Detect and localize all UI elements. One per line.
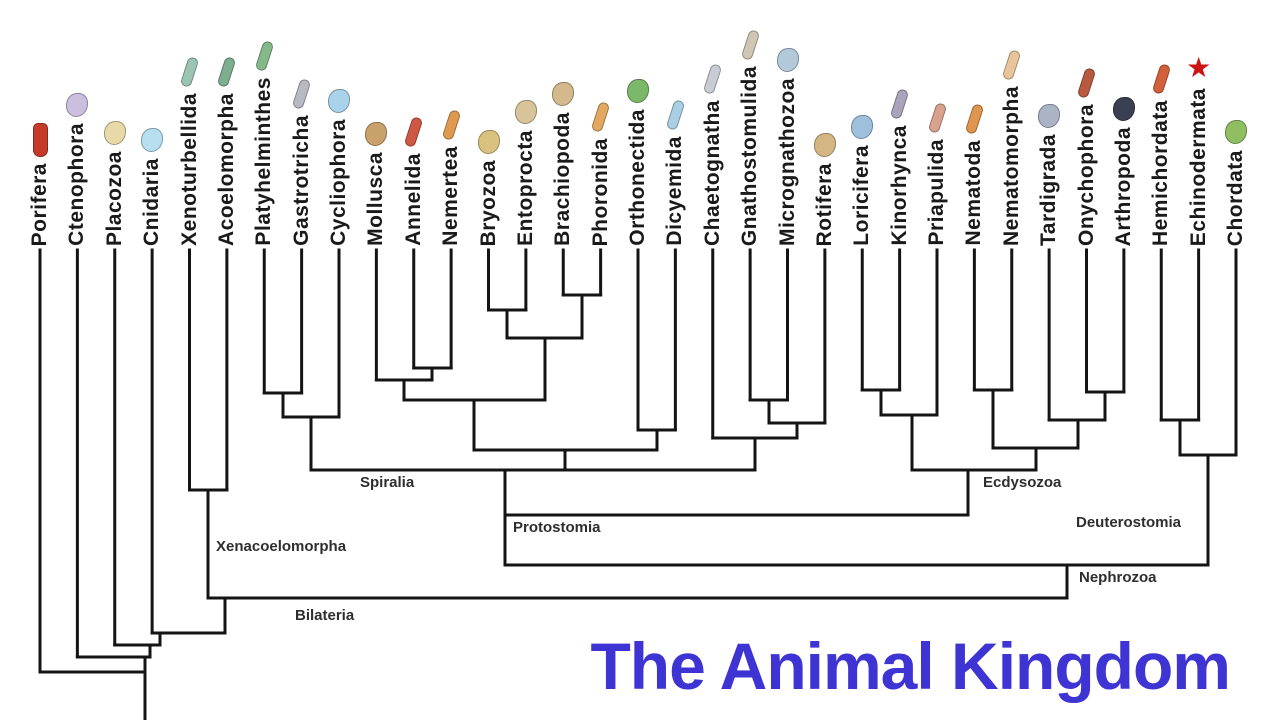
page-title: The Animal Kingdom <box>590 629 1231 703</box>
